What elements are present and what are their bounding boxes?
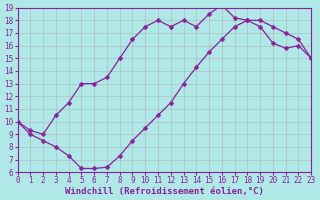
- X-axis label: Windchill (Refroidissement éolien,°C): Windchill (Refroidissement éolien,°C): [65, 187, 264, 196]
